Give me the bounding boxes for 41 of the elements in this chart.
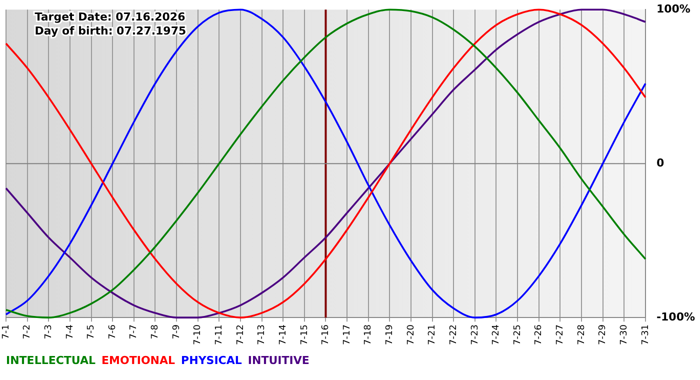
x-tick-label: 7-4 (65, 324, 76, 340)
x-tick-label: 7-9 (172, 324, 182, 340)
y-tick-label: 100% (656, 2, 690, 16)
x-tick-label: 7-18 (364, 324, 374, 346)
x-tick-label: 7-21 (428, 324, 438, 346)
annotation: Day of birth: 07.27.1975 (34, 24, 186, 38)
x-tick-label: 7-30 (619, 324, 630, 346)
text: INTUITIVE (248, 354, 310, 367)
x-tick-label: 7-1 (1, 324, 12, 340)
x-tick-label: 7-25 (512, 324, 523, 346)
x-tick-label: 7-14 (278, 324, 288, 346)
x-tick-label: 7-13 (257, 324, 268, 346)
x-tick-label: 7-23 (470, 324, 480, 346)
x-tick-label: 7-22 (448, 324, 459, 346)
x-tick-label: 7-26 (534, 324, 544, 346)
x-tick-label: 7-2 (22, 324, 33, 340)
x-tick-label: 7-15 (300, 324, 310, 346)
x-tick-label: 7-16 (321, 324, 332, 346)
x-tick-label: 7-11 (214, 324, 224, 346)
x-tick-label: 7-29 (598, 324, 608, 346)
x-tick-label: 7-20 (406, 324, 416, 346)
x-tick-label: 7-3 (44, 324, 54, 340)
text: INTELLECTUAL (6, 354, 96, 367)
x-tick-label: 7-19 (385, 324, 396, 346)
x-tick-label: 7-6 (108, 324, 118, 340)
y-tick-label: -100% (656, 310, 696, 324)
x-tick-label: 7-8 (150, 324, 161, 340)
x-tick-label: 7-28 (576, 324, 587, 346)
x-tick-label: 7-24 (492, 324, 502, 346)
annotation: Target Date: 07.16.2026 (34, 10, 186, 24)
y-tick-label: 0 (656, 156, 664, 170)
x-tick-label: 7-12 (236, 324, 246, 346)
line-series (5, 8, 646, 318)
x-tick-label: 7-31 (640, 324, 651, 346)
text: EMOTIONAL (102, 354, 176, 367)
x-tick-label: 7-10 (193, 324, 204, 346)
x-tick-label: 7-27 (556, 324, 566, 346)
x-tick-label: 7-7 (129, 324, 140, 340)
x-tick-label: 7-5 (86, 324, 97, 340)
text: PHYSICAL (181, 354, 242, 367)
x-tick-label: 7-17 (342, 324, 352, 346)
